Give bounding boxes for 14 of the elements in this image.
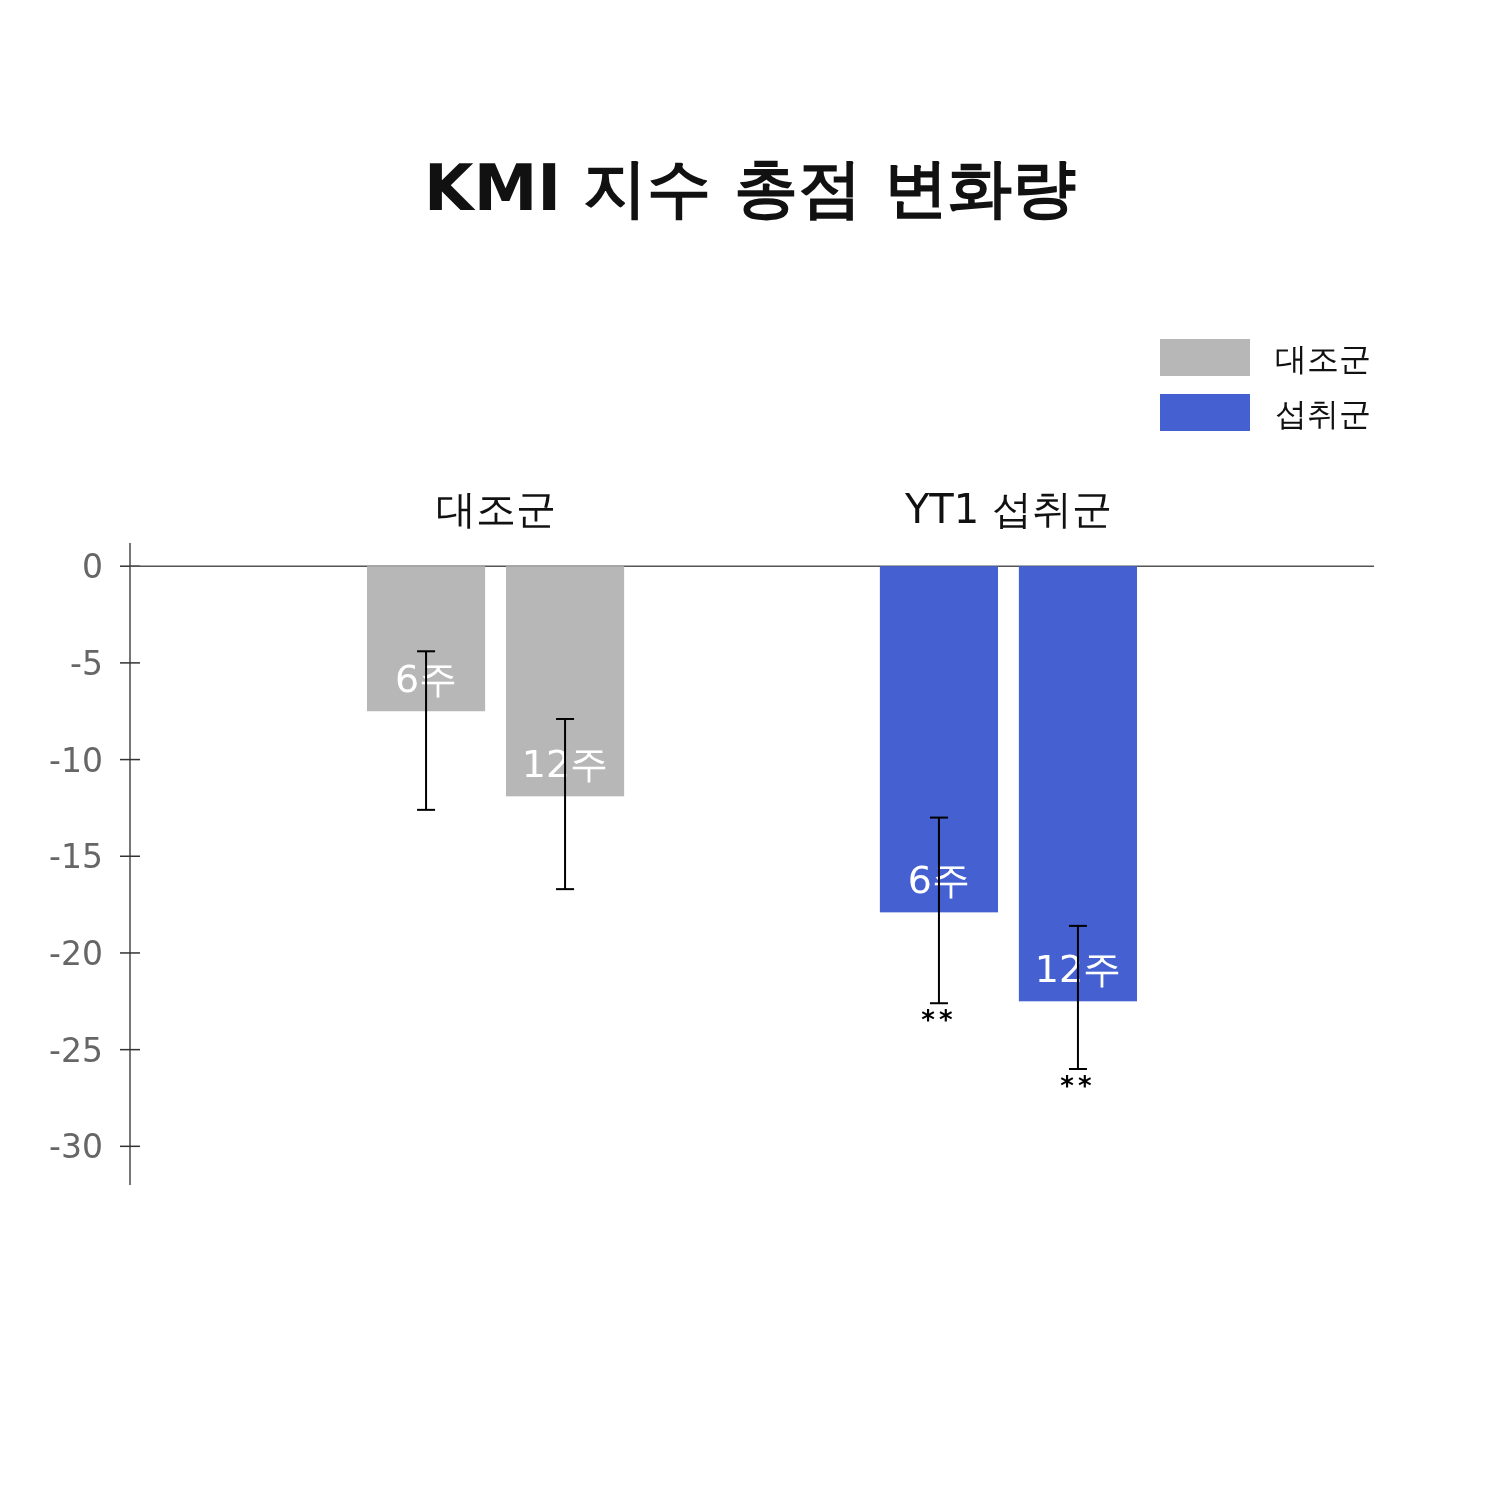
y-tick-label: -10 (49, 740, 103, 780)
significance: ** (1060, 1071, 1096, 1101)
y-tick-label: -30 (49, 1127, 103, 1167)
title: KMI 지수 총점 변화량 (424, 151, 1076, 225)
y-tick-label: -20 (49, 933, 103, 973)
group-label: YT1 섭취군 (904, 486, 1112, 532)
y-tick-label: -25 (49, 1030, 103, 1070)
y-tick-label: -15 (49, 837, 103, 877)
significance: ** (921, 1005, 957, 1036)
y-tick-label: -5 (70, 643, 103, 683)
legend-label: 섭취군 (1275, 395, 1371, 433)
legend-label: 대조군 (1275, 340, 1371, 378)
y-tick-label: 0 (82, 547, 103, 587)
group-label: 대조군 (435, 486, 556, 532)
